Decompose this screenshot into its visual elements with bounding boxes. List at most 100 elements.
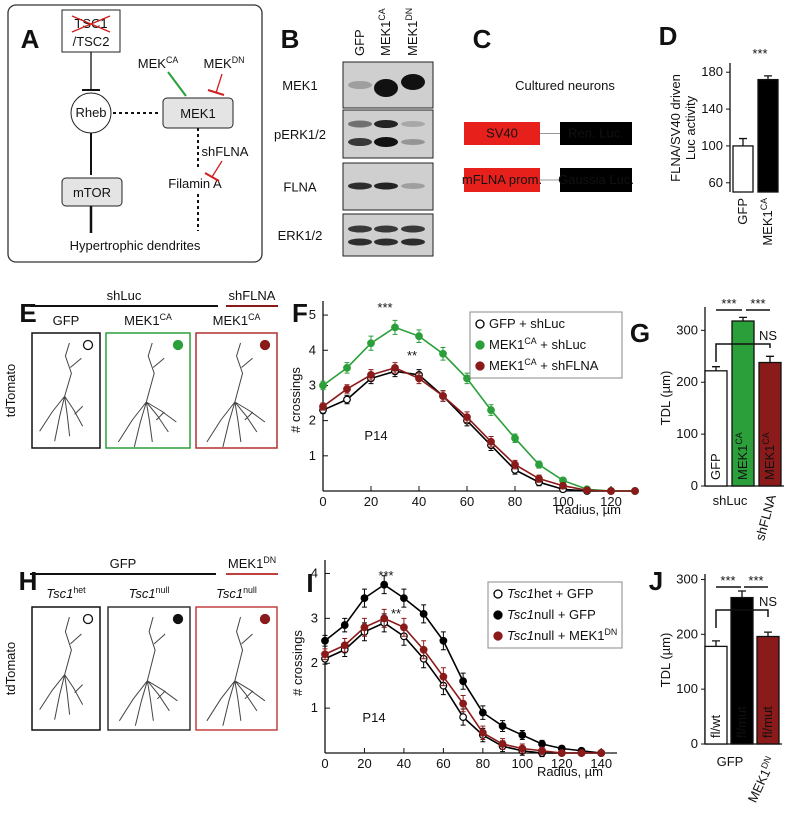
x-tick-label: 120 <box>551 756 573 771</box>
y-tick-label: 200 <box>676 374 698 389</box>
text-part: CA <box>759 198 769 210</box>
x-tick-label: 60 <box>436 756 450 771</box>
annotation: *** <box>378 568 393 583</box>
cell-box <box>107 606 191 731</box>
y-tick-label: 100 <box>676 426 698 441</box>
node-label: mTOR <box>73 185 111 200</box>
y-axis-label: # crossings <box>288 367 303 433</box>
annotation: ** <box>407 348 417 363</box>
group-label: GFP <box>717 754 744 769</box>
column-label: MEK1CA <box>213 312 261 328</box>
text-part: MEK <box>204 56 233 71</box>
panel-label: A <box>21 24 40 54</box>
group-marker <box>172 339 184 351</box>
column-label: MEK1CA <box>124 312 172 328</box>
series-line <box>322 370 635 492</box>
data-point <box>487 406 495 414</box>
construct-label: Ren. Luc. <box>568 126 624 141</box>
bar <box>758 361 782 487</box>
significance-bracket <box>715 343 771 362</box>
row-label: MEK1 <box>282 78 317 93</box>
data-point <box>478 708 487 717</box>
text-part: Tsc1 <box>507 586 534 601</box>
neuron-trace <box>39 342 84 442</box>
text-part: null <box>243 585 257 595</box>
neuron-trace <box>206 342 266 448</box>
x-tick-label: 140 <box>590 756 612 771</box>
blot-band <box>348 81 372 89</box>
data-point <box>340 641 349 650</box>
row-label: FLNA <box>283 180 317 195</box>
text-part: Tsc1 <box>507 628 534 643</box>
data-point <box>419 609 428 618</box>
cell-box <box>195 332 278 449</box>
data-point <box>538 740 546 748</box>
error-bar <box>712 366 720 371</box>
group-marker <box>172 613 184 625</box>
side-label: tdTomato <box>3 364 18 417</box>
blot-band <box>401 238 425 246</box>
legend-label: Tsc1null + MEK1DN <box>507 627 617 643</box>
category-label: fl/wt <box>708 715 723 739</box>
blot-band <box>348 182 372 190</box>
x-tick-label: 80 <box>508 494 522 509</box>
category-label: GFP <box>708 453 723 480</box>
bar <box>731 320 755 487</box>
data-point <box>391 363 399 372</box>
panel-title: Cultured neurons <box>515 78 615 93</box>
x-tick-label: 100 <box>511 756 533 771</box>
text-part: CA <box>377 8 387 20</box>
text-part: null + MEK1 <box>534 628 604 643</box>
data-point <box>557 749 566 757</box>
blot-band <box>374 238 398 246</box>
text-part: MEK1 <box>228 556 263 571</box>
text-part: CA <box>524 336 536 346</box>
node-label: Filamin A <box>168 176 222 191</box>
data-point <box>577 749 586 757</box>
y-tick-label: 200 <box>676 626 698 641</box>
error-bar <box>766 355 774 363</box>
neuron-trace <box>117 342 177 448</box>
data-point <box>459 713 468 721</box>
annotation: P14 <box>362 710 385 725</box>
inhibit <box>215 73 223 94</box>
blot <box>342 213 434 257</box>
y-tick-label: 1 <box>309 448 316 463</box>
x-axis-label: Radius, µm <box>537 764 603 779</box>
data-point <box>439 672 448 681</box>
data-point <box>439 349 447 358</box>
data-point <box>415 332 423 341</box>
neuron-trace <box>206 616 266 726</box>
panel-box <box>7 4 263 263</box>
annotation: *** <box>720 573 735 588</box>
data-point <box>535 474 543 483</box>
text-part: CA <box>761 432 771 444</box>
data-point <box>415 374 423 383</box>
annotation: P14 <box>364 428 387 443</box>
group-marker <box>259 613 271 625</box>
y-tick-label: 4 <box>311 565 318 580</box>
blot-band <box>374 225 398 233</box>
legend-label: Tsc1null + GFP <box>507 607 596 622</box>
node-label: MEK1 <box>180 106 215 121</box>
legend-marker <box>493 589 503 599</box>
panel-label: B <box>281 24 300 54</box>
blot-band <box>401 121 425 127</box>
data-point <box>631 487 639 495</box>
panel-label: J <box>649 566 663 596</box>
panel-label: G <box>630 318 650 348</box>
text-part: DN <box>604 627 617 637</box>
category-label: MEK1CA <box>734 432 750 480</box>
data-point <box>343 395 351 404</box>
data-point <box>439 636 448 645</box>
legend-box <box>469 311 623 379</box>
data-point <box>400 594 408 603</box>
text-part: Tsc1 <box>216 586 243 601</box>
annotation: *** <box>721 296 736 311</box>
text-part: Tsc1 <box>46 586 73 601</box>
text-part: CA <box>248 312 260 322</box>
node-label: /TSC2 <box>73 34 110 49</box>
x-tick-label: 100 <box>552 494 574 509</box>
category-label: MEK1CA <box>759 198 775 246</box>
construct-label: SV40 <box>486 126 518 141</box>
